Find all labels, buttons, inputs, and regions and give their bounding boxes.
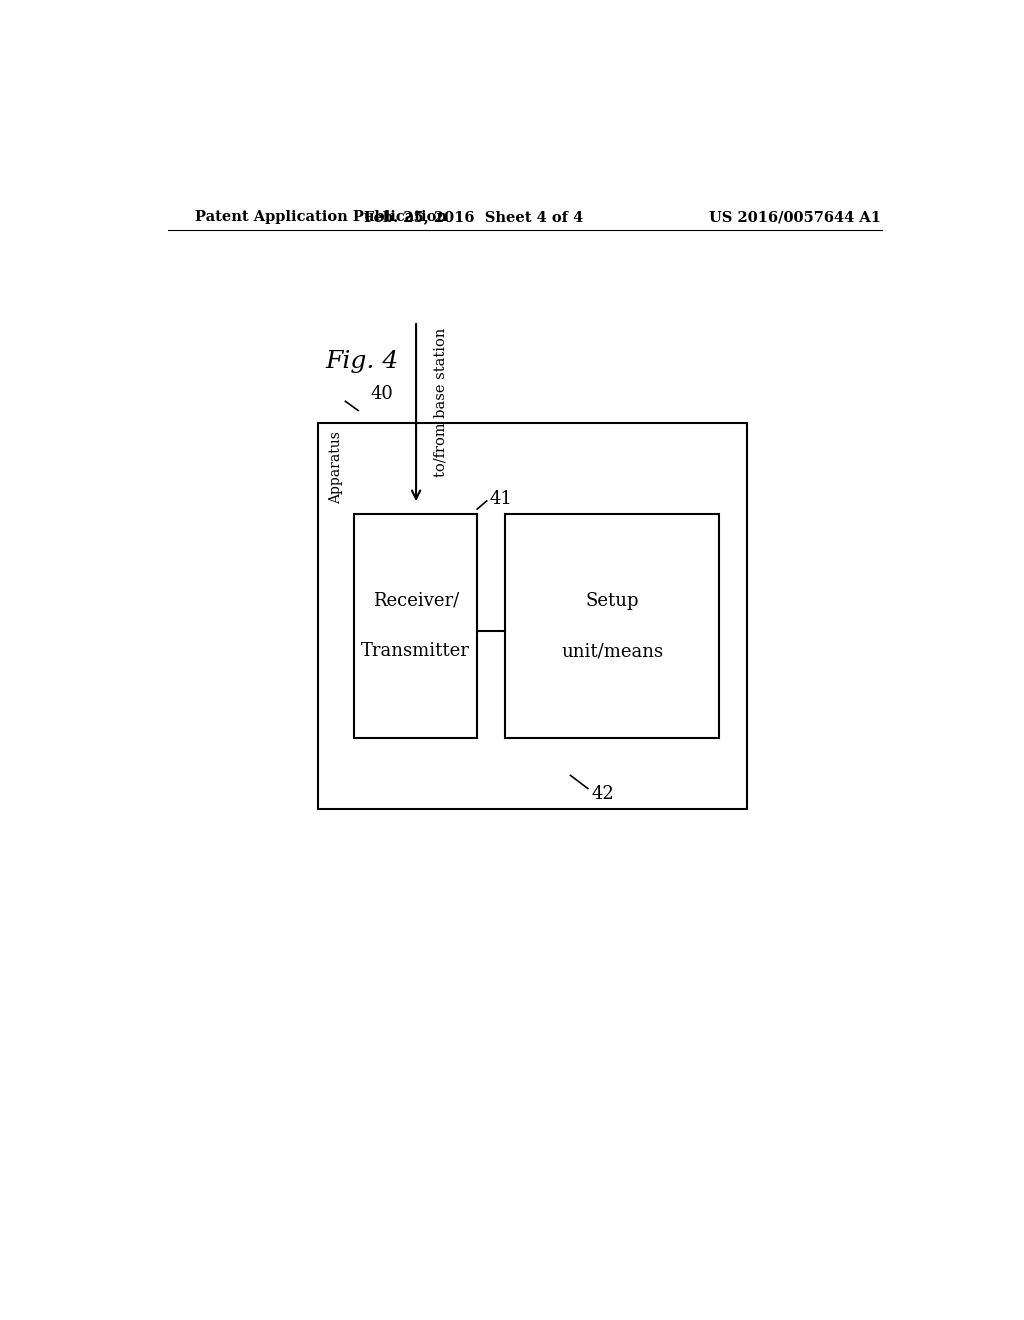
Text: unit/means: unit/means: [561, 643, 664, 660]
Bar: [505, 515, 719, 738]
Text: Fig. 4: Fig. 4: [326, 350, 398, 374]
Text: 40: 40: [370, 385, 393, 403]
Text: Receiver/: Receiver/: [373, 591, 459, 610]
Text: to/from base station: to/from base station: [433, 327, 447, 477]
Text: Setup: Setup: [586, 591, 639, 610]
Text: Apparatus: Apparatus: [329, 430, 343, 504]
Text: Patent Application Publication: Patent Application Publication: [196, 210, 447, 224]
Bar: [354, 515, 477, 738]
Text: Feb. 25, 2016  Sheet 4 of 4: Feb. 25, 2016 Sheet 4 of 4: [364, 210, 583, 224]
Bar: [318, 422, 748, 809]
Text: Transmitter: Transmitter: [361, 643, 470, 660]
Text: US 2016/0057644 A1: US 2016/0057644 A1: [709, 210, 881, 224]
Text: 41: 41: [489, 490, 512, 508]
Text: 42: 42: [592, 784, 614, 803]
